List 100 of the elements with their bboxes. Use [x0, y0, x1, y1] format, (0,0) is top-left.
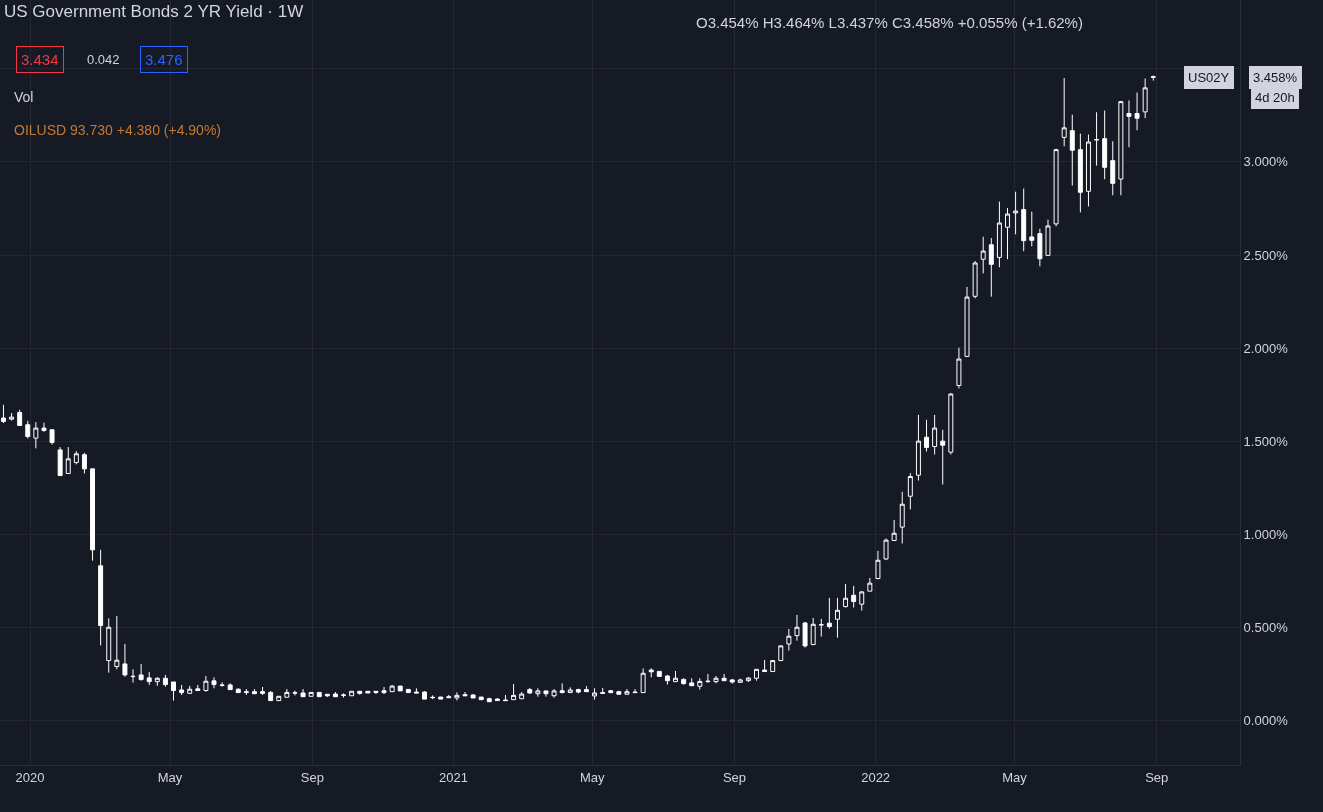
candlestick: [608, 689, 614, 694]
candlestick: [284, 688, 290, 698]
candlestick: [260, 686, 266, 696]
candlestick: [567, 686, 573, 694]
candlestick: [778, 644, 784, 662]
candlestick: [162, 674, 168, 688]
candlestick: [122, 643, 128, 678]
candlestick: [948, 392, 954, 456]
candlestick: [389, 684, 395, 693]
candlestick: [73, 450, 79, 465]
candlestick: [737, 678, 743, 683]
y-tick-label: 0.500%: [1243, 619, 1289, 635]
candlestick: [932, 414, 938, 456]
candlestick: [664, 674, 670, 686]
candlestick: [535, 687, 541, 698]
candlestick: [924, 419, 930, 453]
candlestick: [397, 685, 403, 692]
candlestick: [859, 590, 865, 612]
candlestick: [227, 682, 233, 691]
candlestick: [9, 412, 15, 420]
candlestick: [486, 697, 492, 703]
candlestick: [81, 452, 87, 475]
candlestick: [600, 687, 606, 694]
x-tick-label: May: [579, 769, 606, 785]
candlestick: [203, 675, 209, 693]
y-tick-label: 1.500%: [1243, 433, 1289, 449]
candlestick: [65, 446, 71, 475]
candlestick: [673, 670, 679, 683]
candlestick: [632, 688, 638, 694]
candlestick: [98, 549, 104, 646]
candlestick: [640, 667, 646, 694]
candlestick: [511, 683, 517, 701]
candlestick: [235, 687, 241, 694]
candlestick: [146, 671, 152, 686]
candlestick: [381, 686, 387, 695]
candlestick: [915, 414, 921, 482]
candlestick: [551, 688, 557, 699]
candlestick: [681, 677, 687, 686]
candlestick: [543, 690, 549, 698]
candlestick: [454, 691, 460, 701]
x-tick-label: 2022: [861, 769, 891, 785]
candlestick: [891, 519, 897, 542]
annotation: Vol: [14, 89, 34, 105]
candlestick: [503, 694, 508, 702]
candlestick: [195, 684, 201, 692]
candlestick: [867, 577, 873, 592]
candlestick: [373, 690, 379, 695]
candlestick: [41, 422, 47, 433]
candlestick: [1134, 92, 1140, 131]
candlestick: [17, 409, 23, 426]
candlestick: [470, 693, 476, 699]
candlestick: [494, 697, 500, 702]
candlestick: [1037, 228, 1043, 267]
candlestick: [243, 688, 249, 696]
candlestick: [187, 685, 193, 695]
candlestick: [1077, 133, 1083, 213]
text: 3.458%: [1253, 70, 1298, 85]
candlestick: [308, 691, 314, 697]
candlestick: [478, 696, 484, 701]
annotation: 3.476: [145, 51, 183, 68]
candlestick: [721, 673, 727, 682]
candlestick: [592, 687, 598, 701]
candlestick: [883, 537, 889, 561]
x-tick-label: May: [157, 769, 183, 785]
candlestick: [794, 614, 800, 642]
candlestick: [1126, 100, 1132, 148]
candlestick: [802, 621, 808, 649]
candlestick: [713, 675, 719, 684]
y-tick-label: 1.000%: [1243, 526, 1289, 542]
candlestick: [179, 684, 185, 696]
annotation: O3.454% H3.464% L3.437% C3.458% +0.055% (+1.62%): [696, 14, 1083, 31]
candlestick: [818, 618, 824, 638]
candlestick: [413, 687, 419, 694]
y-tick-label: 2.000%: [1243, 340, 1289, 356]
candlestick: [268, 690, 274, 702]
candlestick: [1013, 191, 1019, 235]
candlestick: [365, 690, 371, 694]
candlestick: [972, 260, 978, 299]
x-tick-label: May: [1002, 769, 1028, 785]
candlestick: [1110, 140, 1116, 196]
candlestick: [843, 583, 849, 609]
candlestick: [624, 688, 630, 695]
candlestick: [90, 468, 96, 562]
candlestick: [1053, 148, 1059, 227]
candlestick: [438, 696, 444, 700]
candlestick: [575, 688, 581, 694]
candlestick: [106, 617, 112, 674]
candlestick: [583, 685, 589, 693]
candlestick: [462, 691, 468, 697]
annotation: 0.042: [87, 52, 120, 67]
chart-title: US Government Bonds 2 YR Yield · 1W: [4, 2, 304, 21]
candlestick: [697, 677, 703, 691]
x-tick-label: 2020: [15, 769, 45, 785]
candlestick: [33, 421, 39, 449]
annotation: 3.434: [21, 51, 59, 68]
x-tick-label: 2021: [438, 769, 468, 785]
candlestick: [1118, 100, 1124, 196]
candlestick: [754, 668, 759, 682]
x-tick-label: Sep: [300, 769, 324, 785]
candlestick: [729, 678, 735, 685]
